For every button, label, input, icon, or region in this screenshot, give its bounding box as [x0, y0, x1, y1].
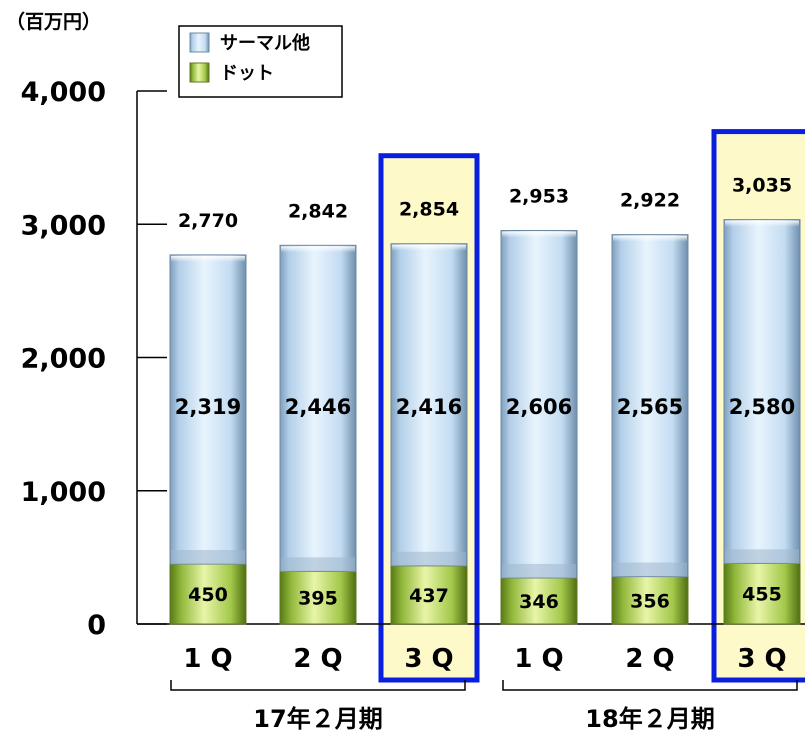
- x-axis: 1 Q 2 Q 3 Q 1 Q 2 Q 3 Q 17年２月期 18年２月期: [170, 644, 798, 733]
- dot-value-label: 455: [742, 584, 782, 606]
- total-label: 2,842: [288, 200, 348, 222]
- total-label: 3,035: [732, 175, 792, 197]
- total-label: 2,854: [399, 199, 459, 221]
- group-label: 17年２月期: [253, 705, 382, 733]
- x-tick-label: 2 Q: [625, 644, 674, 674]
- bar-thermal-bevel: [502, 231, 576, 238]
- y-tick-label: 4,000: [21, 77, 106, 108]
- thermal-value-label: 2,565: [617, 395, 683, 419]
- bar-thermal-bevel: [281, 246, 355, 253]
- bar-dot: [169, 563, 247, 625]
- group-bracket: [502, 680, 798, 691]
- bar-thermal: [611, 234, 689, 578]
- unit-label: （百万円）: [6, 10, 101, 33]
- bar-thermal-base-shade: [171, 550, 245, 565]
- dot-value-label: 437: [409, 585, 449, 607]
- thermal-value-label: 2,446: [285, 395, 351, 419]
- bar-dot: [390, 565, 468, 625]
- total-label: 2,922: [620, 190, 680, 212]
- x-tick-label: 2 Q: [293, 644, 342, 674]
- dot-value-label: 450: [188, 584, 228, 606]
- total-label: 2,953: [509, 186, 569, 208]
- thermal-value-label: 2,416: [396, 395, 462, 419]
- thermal-value-label: 2,606: [506, 395, 572, 419]
- bar-thermal: [279, 244, 357, 572]
- thermal-value-label: 2,580: [729, 395, 795, 419]
- bar-dot: [723, 562, 801, 625]
- y-tick-label: 3,000: [21, 210, 106, 241]
- y-tick-label: 2,000: [21, 344, 106, 375]
- bars-layer: [169, 219, 801, 625]
- thermal-value-label: 2,319: [175, 395, 241, 419]
- legend-label: ドット: [220, 63, 274, 84]
- bar-thermal-base-shade: [613, 562, 687, 577]
- x-tick-label: 3 Q: [737, 644, 786, 674]
- y-tick-label: 1,000: [21, 477, 106, 508]
- bar-thermal: [723, 219, 801, 564]
- bar-dot: [279, 570, 357, 625]
- y-axis: （百万円） 0 1,000 2,000 3,000 4,000: [6, 10, 805, 641]
- bar-thermal-base-shade: [725, 549, 799, 564]
- group-bracket: [170, 680, 466, 691]
- bar-thermal-bevel: [725, 220, 799, 227]
- dot-value-label: 346: [519, 591, 559, 613]
- bar-thermal: [169, 254, 247, 565]
- bar-thermal-bevel: [392, 244, 466, 251]
- x-tick-label: 1 Q: [183, 644, 232, 674]
- x-tick-label: 1 Q: [514, 644, 563, 674]
- total-label: 2,770: [178, 210, 238, 232]
- labels-layer: 2,770 2,319 450 2,842 2,446 395 2,854 2,416 437 2…: [175, 175, 795, 613]
- bar-dot: [500, 577, 578, 625]
- bar-thermal: [390, 243, 468, 567]
- legend-swatch: [189, 32, 210, 53]
- y-tick-label: 0: [87, 610, 106, 641]
- x-tick-label: 3 Q: [404, 644, 453, 674]
- bar-dot: [611, 576, 689, 625]
- bar-thermal-base-shade: [502, 563, 576, 578]
- bar-thermal-base-shade: [392, 551, 466, 566]
- bar-thermal-bevel: [171, 255, 245, 262]
- dot-value-label: 395: [298, 588, 338, 610]
- bar-thermal: [500, 230, 578, 579]
- legend-label: サーマル他: [220, 32, 310, 54]
- bar-thermal-base-shade: [281, 557, 355, 572]
- legend-swatch: [189, 62, 210, 83]
- dot-value-label: 356: [630, 590, 670, 612]
- bar-thermal-bevel: [613, 235, 687, 242]
- group-label: 18年２月期: [585, 705, 714, 733]
